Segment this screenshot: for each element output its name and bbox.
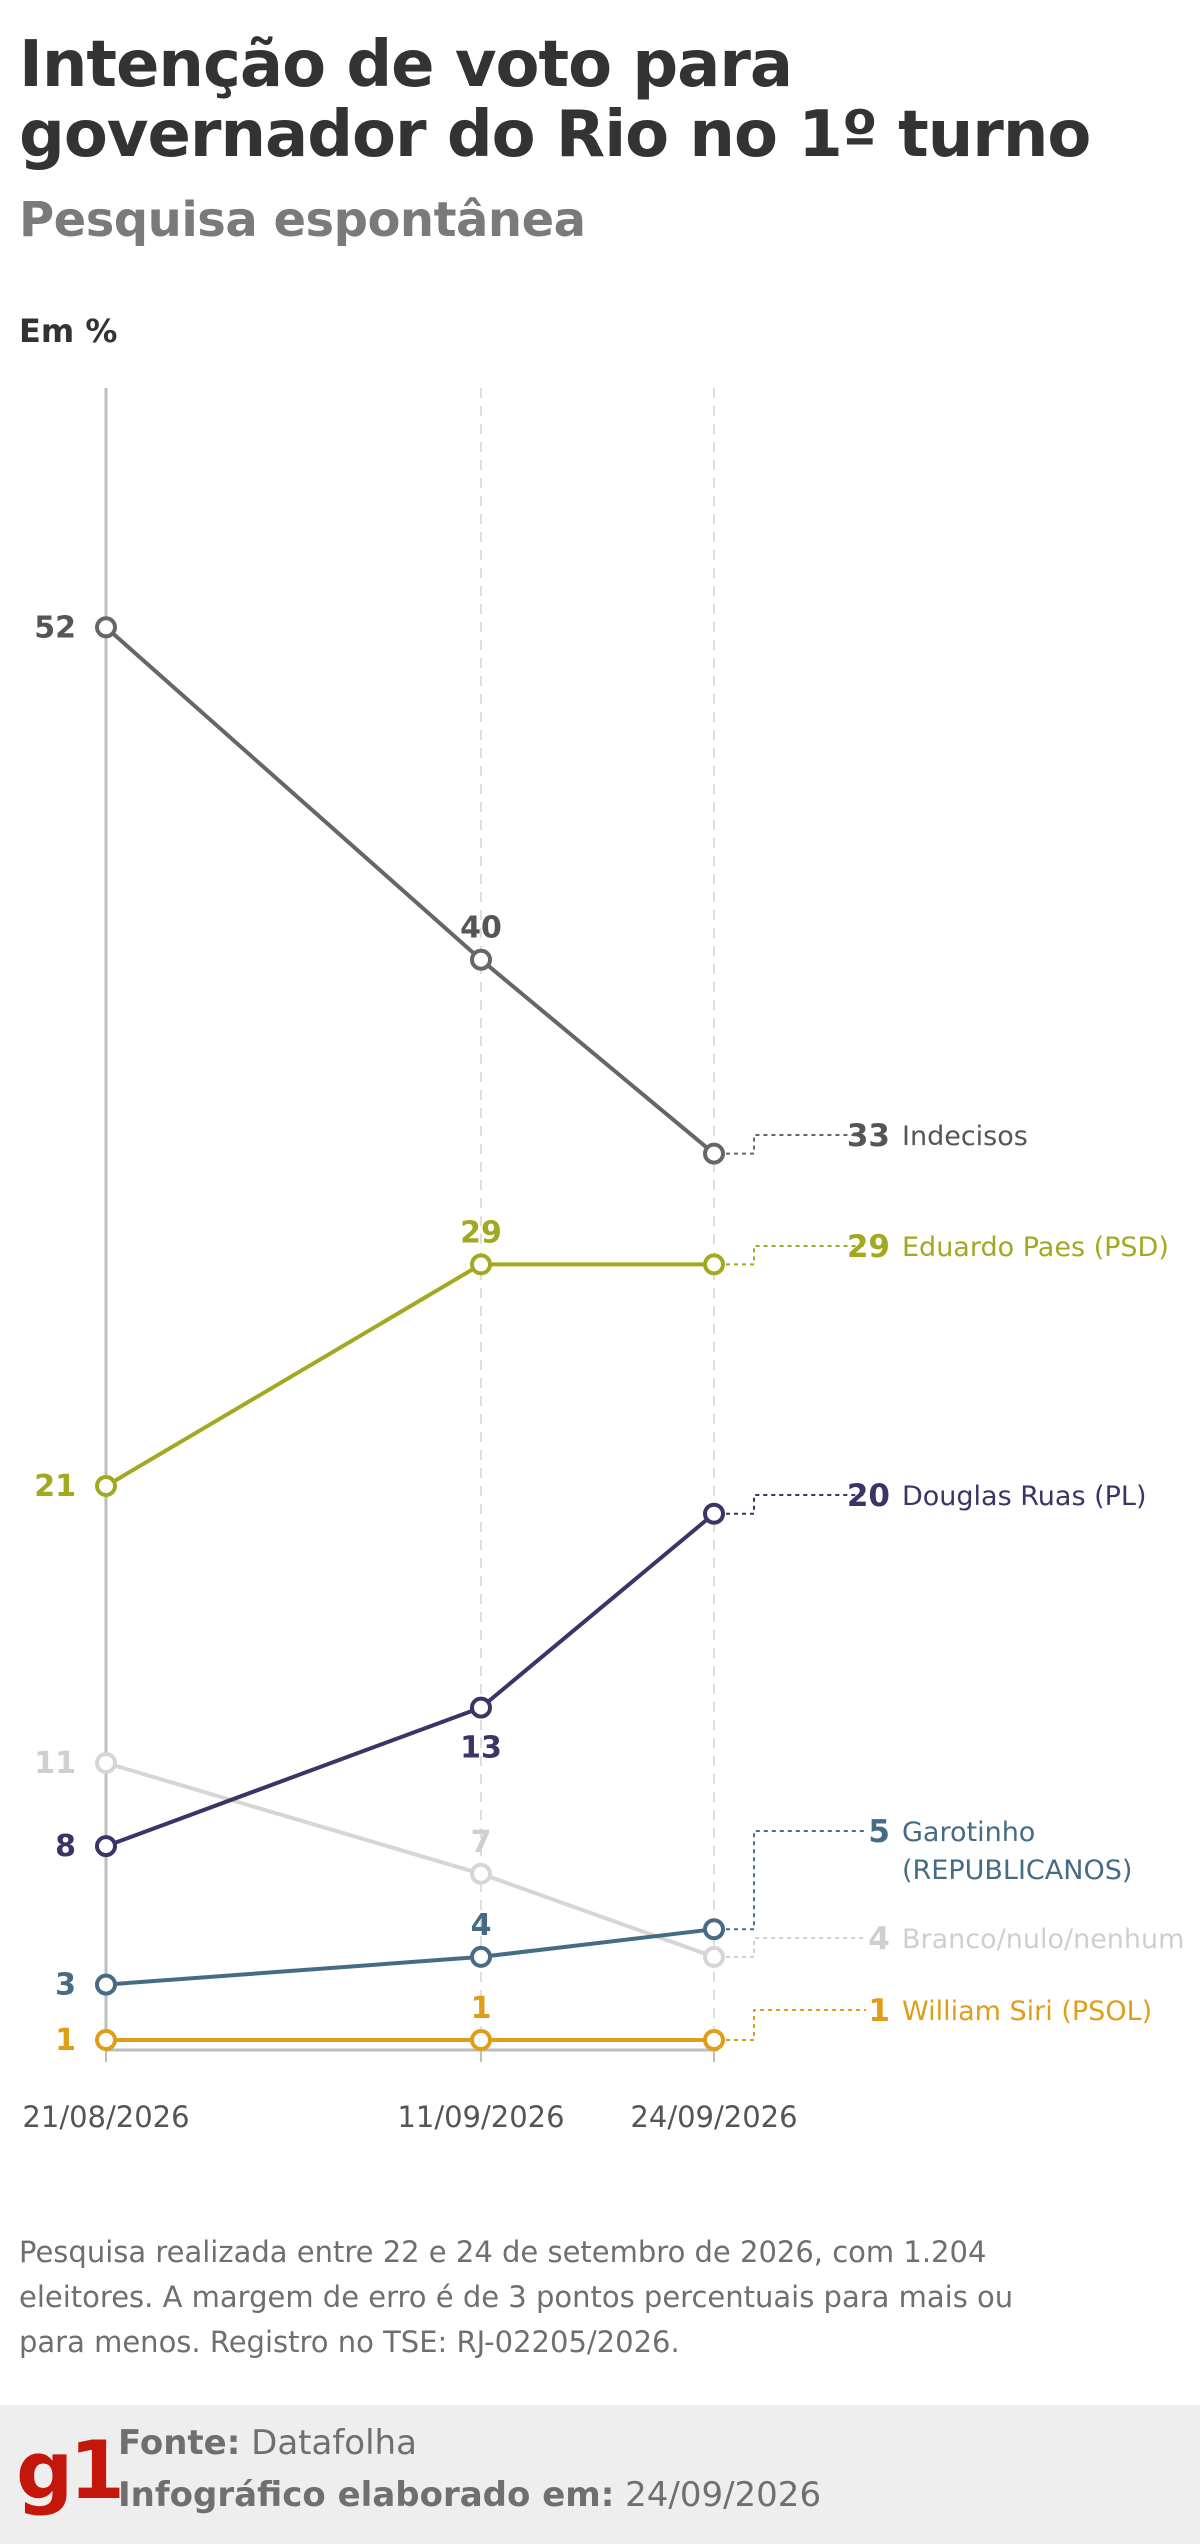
data-label: 21	[34, 1469, 76, 1504]
footer: g1 Fonte: Datafolha Infográfico elaborad…	[0, 2405, 1200, 2544]
series-line	[104, 625, 716, 1156]
data-point	[95, 616, 117, 639]
date-line: Infográfico elaborado em: 24/09/2026	[118, 2475, 821, 2515]
data-point	[703, 1502, 725, 1525]
series-line	[105, 1927, 715, 1987]
data-point	[470, 1696, 492, 1719]
data-point	[703, 2029, 725, 2051]
x-tick-label: 24/09/2026	[630, 2100, 797, 2134]
data-point	[470, 948, 492, 971]
series-name-label: William Siri (PSOL)	[902, 1996, 1152, 2027]
date-label: Infográfico elaborado em:	[118, 2475, 615, 2515]
end-value-label: 5	[868, 1814, 890, 1850]
x-tick-label: 11/09/2026	[397, 2100, 564, 2134]
data-point	[703, 1142, 725, 1165]
series-name-label: Douglas Ruas (PL)	[902, 1481, 1147, 1512]
date-value: 24/09/2026	[625, 2475, 822, 2515]
end-value-label: 29	[847, 1229, 890, 1265]
leader-line	[726, 1494, 866, 1515]
series-line	[105, 1512, 716, 1848]
leader-line	[726, 2009, 866, 2041]
series-name-label: Eduardo Paes (PSD)	[902, 1232, 1169, 1263]
series-line	[104, 1262, 714, 1488]
data-label: 52	[34, 610, 76, 645]
data-label: 7	[471, 1825, 492, 1860]
data-label: 3	[55, 1968, 76, 2003]
x-tick-label: 21/08/2026	[22, 2100, 189, 2134]
series-name-label: Branco/nulo/nenhum	[902, 1924, 1184, 1955]
series-name-label-line2: (REPUBLICANOS)	[902, 1855, 1132, 1886]
data-point	[470, 1945, 492, 1968]
data-point	[703, 1253, 725, 1276]
leader-line	[726, 1937, 866, 1958]
leader-line	[726, 1134, 866, 1155]
data-label: 13	[460, 1731, 502, 1766]
data-point	[470, 1862, 492, 1885]
end-value-label: 33	[847, 1118, 890, 1154]
end-value-label: 1	[868, 1993, 890, 2029]
chart-title: Intenção de voto para governador do Rio …	[19, 28, 1091, 172]
leader-line	[726, 1830, 866, 1931]
data-label: 1	[55, 2023, 76, 2058]
source-label: Fonte:	[118, 2423, 241, 2463]
data-label: 8	[55, 1829, 76, 1864]
data-point	[470, 1253, 492, 1276]
data-point	[703, 1945, 725, 1968]
source-value: Datafolha	[251, 2423, 417, 2463]
data-label: 29	[460, 1215, 502, 1250]
data-point	[95, 1973, 117, 1996]
data-point	[95, 2029, 117, 2051]
unit-label: Em %	[19, 312, 118, 350]
chart-subtitle: Pesquisa espontânea	[19, 192, 586, 248]
line-chart: 21/08/2026 11/09/2026 24/09/20261173411813…	[22, 388, 1184, 2134]
leader-line	[726, 1245, 866, 1266]
data-point	[95, 1475, 117, 1497]
data-point	[470, 2029, 492, 2051]
series-name-label: Indecisos	[902, 1121, 1028, 1152]
end-value-label: 20	[847, 1478, 890, 1514]
data-point	[95, 1752, 117, 1774]
data-label: 40	[460, 911, 502, 946]
g1-logo: g1	[16, 2424, 125, 2517]
methodology-note: Pesquisa realizada entre 22 e 24 de sete…	[19, 2235, 1014, 2359]
source-line: Fonte: Datafolha	[118, 2423, 417, 2463]
data-point	[703, 1918, 725, 1941]
data-point	[95, 1835, 117, 1858]
series-name-label: Garotinho	[902, 1817, 1035, 1848]
data-label: 4	[471, 1908, 492, 1943]
end-value-label: 4	[868, 1921, 890, 1957]
series-line	[105, 1761, 715, 1959]
data-label: 1	[471, 1991, 492, 2026]
data-label: 11	[34, 1746, 76, 1781]
